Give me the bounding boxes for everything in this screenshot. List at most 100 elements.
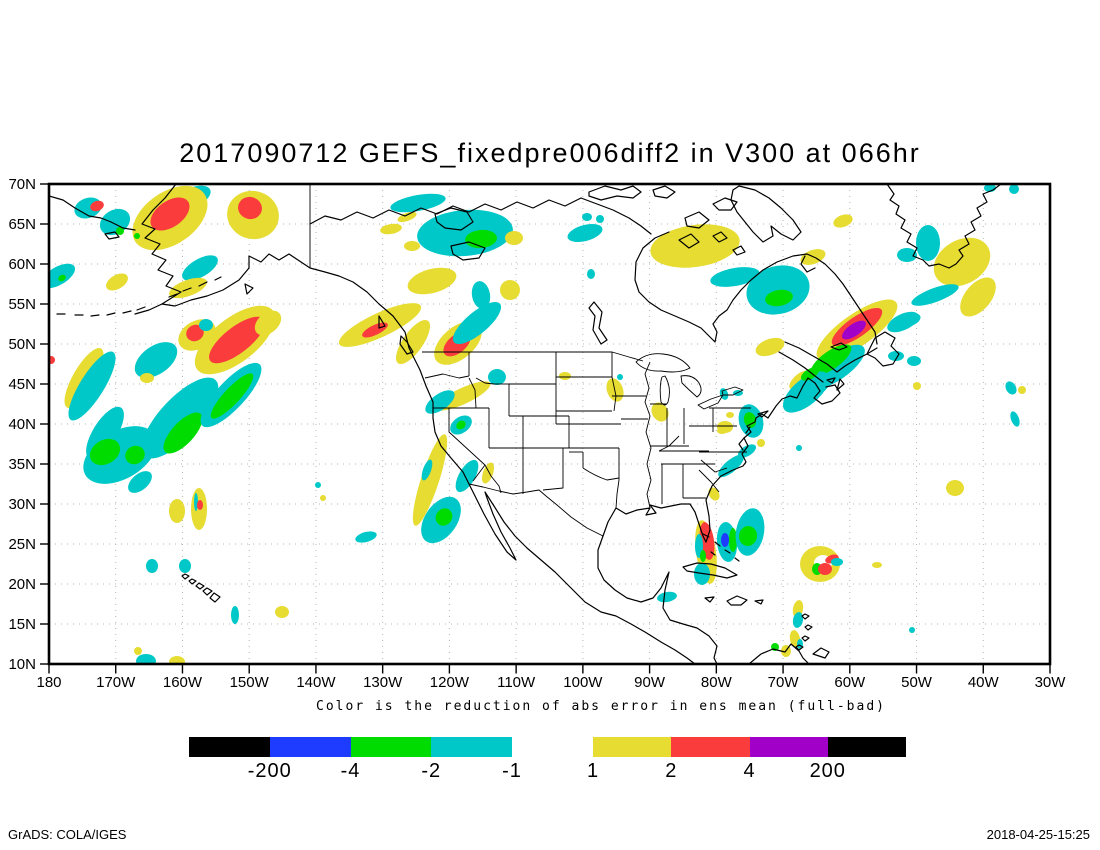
lon-tick-label: 80W [701, 674, 733, 691]
contour-region [210, 373, 254, 419]
lon-tick-label: 100W [563, 674, 603, 691]
contour-region [755, 337, 785, 357]
lon-tick-label: 50W [901, 674, 933, 691]
contour-region [362, 322, 388, 338]
lat-tick-label: 55N [8, 296, 36, 313]
colorbar-segment [671, 737, 750, 757]
contour-region [810, 344, 852, 376]
contour-region [651, 402, 669, 422]
contour-region [275, 606, 289, 618]
grid-lines [49, 184, 1050, 664]
lat-tick-label: 30N [8, 496, 36, 513]
contour-region [842, 320, 866, 340]
contour-region [792, 612, 804, 628]
contour-region [254, 310, 282, 336]
contour-region [596, 215, 604, 223]
state-borders [309, 184, 751, 537]
lat-tick-label: 10N [8, 656, 36, 673]
contour-region [818, 563, 832, 575]
contour-region [1005, 381, 1017, 395]
contour-region [888, 351, 904, 361]
contour-region [650, 224, 740, 268]
contour-region [471, 281, 491, 309]
contour-region [708, 487, 720, 501]
contour-region [743, 412, 757, 428]
colorbar-segment [350, 737, 432, 757]
contour-region [960, 277, 996, 317]
colorbar-caption: Color is the reduction of abs error in e… [316, 699, 886, 714]
contour-region [455, 459, 479, 493]
contour-region [238, 196, 262, 220]
contour-region [721, 533, 729, 547]
contour-region [913, 382, 921, 390]
contour-region [872, 562, 882, 568]
colorbar-value-label: 4 [743, 760, 756, 782]
contour-region [765, 289, 793, 307]
contour-region [500, 280, 520, 300]
contour-region [481, 462, 495, 484]
lat-tick-label: 50N [8, 336, 36, 353]
lat-tick-label: 15N [8, 616, 36, 633]
colorbar-segment [431, 737, 512, 757]
contour-region [435, 508, 453, 526]
contour-region [320, 495, 326, 501]
lat-tick-label: 40N [8, 416, 36, 433]
contour-region [141, 377, 219, 459]
contour-region [146, 559, 158, 573]
timestamp: 2018-04-25-15:25 [986, 827, 1090, 842]
contour-region [58, 274, 66, 282]
contour-region [718, 454, 744, 478]
contour-region [488, 369, 506, 385]
contour-region [68, 351, 116, 421]
lon-tick-label: 140W [296, 674, 336, 691]
lon-tick-label: 90W [634, 674, 666, 691]
contour-region [700, 550, 706, 562]
contour-region [136, 654, 156, 664]
lon-tick-label: 70W [768, 674, 800, 691]
contour-region [452, 301, 502, 345]
contour-region [134, 647, 142, 655]
contour-region [897, 248, 917, 262]
contour-region [933, 237, 991, 287]
plot-title: 2017090712 GEFS_fixedpre006diff2 in V300… [179, 138, 921, 168]
contour-region [916, 225, 940, 261]
colorbar-negative [189, 737, 512, 757]
colorbar-segment [593, 737, 672, 757]
colorbar-value-label: 200 [809, 760, 846, 782]
colorbar-positive [593, 737, 906, 757]
contour-region [355, 531, 377, 543]
contour-region [946, 480, 964, 496]
lon-tick-label: 160W [163, 674, 203, 691]
lon-tick-label: 30W [1035, 674, 1067, 691]
contour-region [657, 591, 677, 603]
colorbar-value-label: -1 [502, 760, 522, 782]
contour-region [738, 526, 758, 546]
contour-region [407, 267, 457, 295]
contour-regions [49, 184, 1026, 664]
lat-tick-label: 35N [8, 456, 36, 473]
contour-region [169, 499, 185, 523]
contour-region [116, 227, 124, 235]
contour-region [617, 374, 623, 380]
contour-region [559, 372, 571, 380]
contour-region [186, 324, 204, 342]
contour-region [746, 265, 810, 315]
contour-region [125, 445, 145, 465]
contour-region [395, 319, 431, 365]
contour-region [90, 200, 104, 212]
contour-region [1018, 386, 1026, 394]
lat-tick-label: 45N [8, 376, 36, 393]
contour-region [380, 223, 402, 235]
lon-tick-label: 60W [834, 674, 866, 691]
colorbar-value-label: -4 [340, 760, 361, 782]
contour-region [909, 627, 915, 633]
contour-region [140, 373, 154, 383]
colorbar-value-label: -200 [247, 760, 292, 782]
lat-tick-label: 20N [8, 576, 36, 593]
lon-tick-label: 170W [96, 674, 136, 691]
contour-region [397, 211, 417, 223]
contour-region [315, 482, 321, 488]
contour-region [412, 434, 448, 526]
